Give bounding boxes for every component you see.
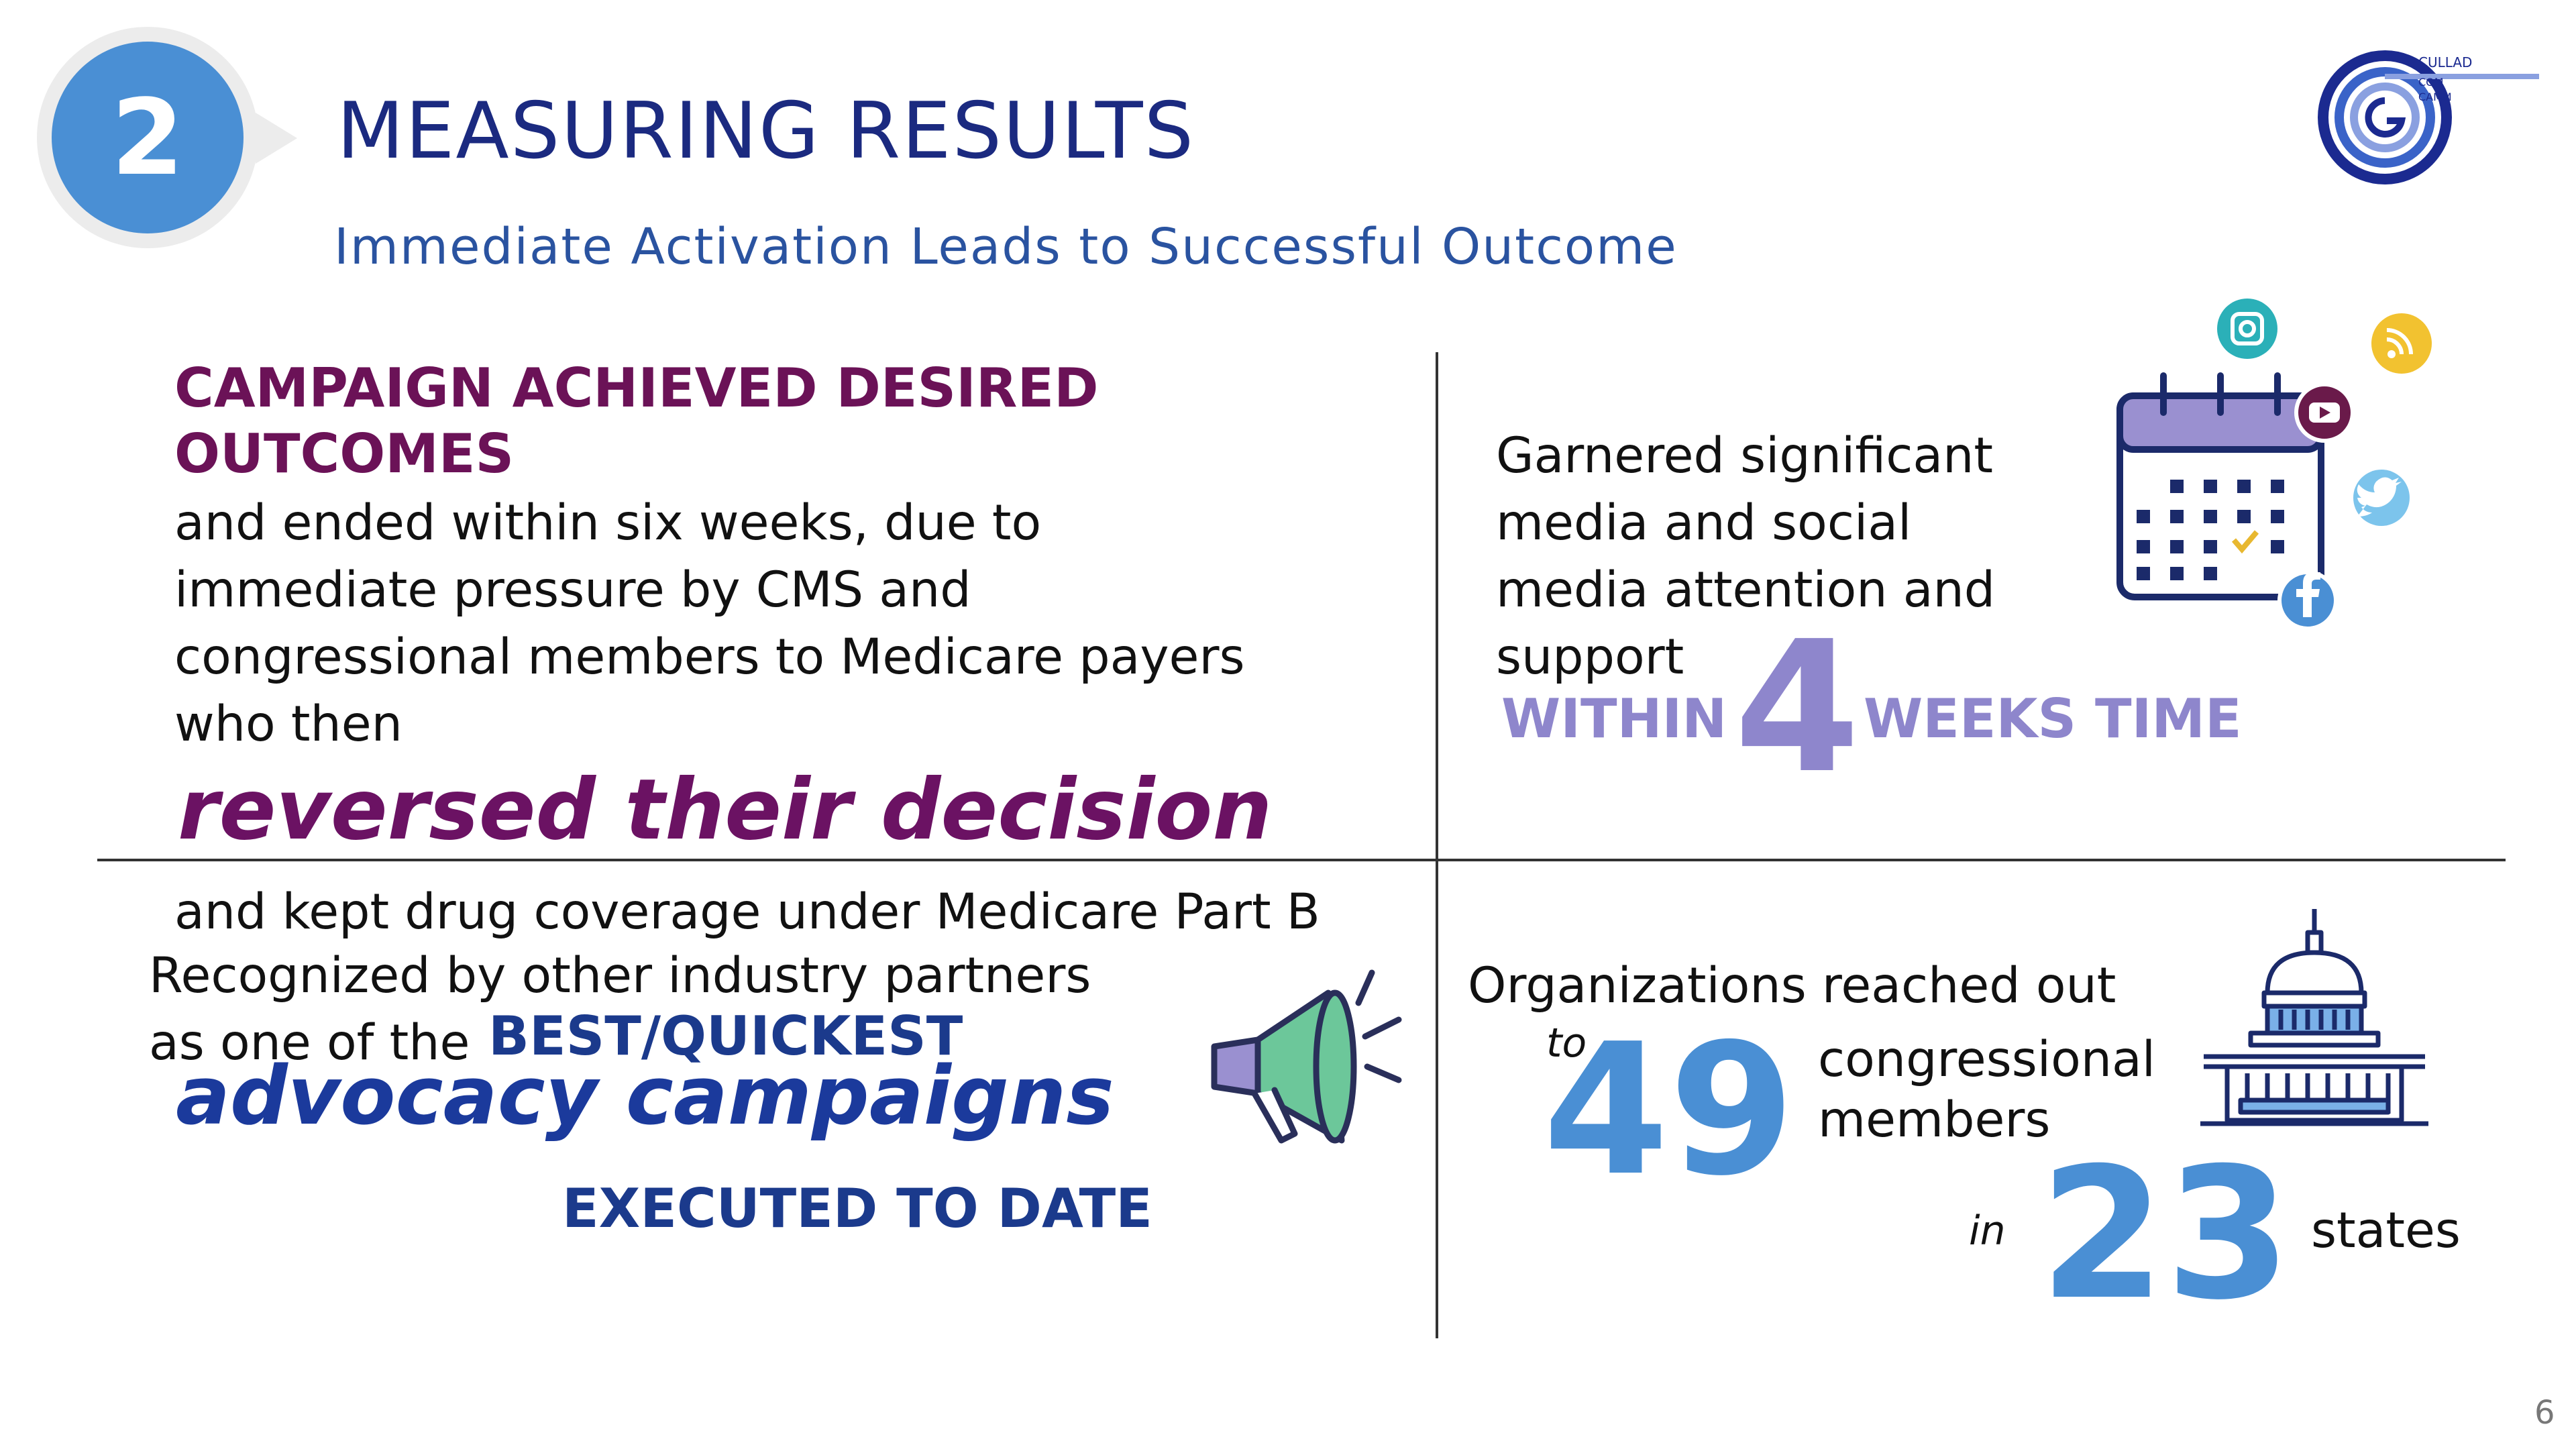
rss-icon [2371, 313, 2432, 374]
weeks-number: 4 [1734, 602, 1860, 813]
megaphone-icon [1211, 969, 1402, 1144]
youtube-icon [2294, 382, 2355, 443]
facebook-icon [2277, 570, 2338, 631]
campaign-body-line-2: immediate pressure by CMS and [174, 561, 971, 619]
campaign-heading-line-1: CAMPAIGN ACHIEVED DESIRED [174, 357, 1099, 419]
media-line-3: media attention and [1496, 561, 1996, 619]
campaign-heading-line-2: OUTCOMES [174, 423, 515, 485]
congressional-line-2: members [1818, 1091, 2051, 1148]
states-count: 23 [2039, 1128, 2292, 1340]
advocacy-campaigns-text: advocacy campaigns [176, 1050, 1114, 1143]
kept-coverage-text: and kept drug coverage under Medicare Pa… [174, 883, 1320, 941]
media-line-1: Garnered significant [1496, 427, 1994, 484]
recognized-text: Recognized by other industry partners [149, 947, 1091, 1004]
states-label: states [2311, 1202, 2461, 1259]
members-count: 49 [1543, 1004, 1795, 1216]
page-subtitle: Immediate Activation Leads to Successful… [334, 218, 1678, 276]
logo-text-3: CAMM [2418, 91, 2452, 103]
twitter-icon [2353, 470, 2410, 526]
campaign-body-line-3: congressional members to Medicare payers [174, 629, 1245, 686]
to-label: to [1546, 1020, 1587, 1067]
weeks-time-label: WEEKS TIME [1864, 688, 2242, 750]
capitol-building-icon [2200, 909, 2428, 1126]
best-quickest-text: BEST/QUICKEST [488, 1005, 963, 1067]
page-number: 6 [2534, 1394, 2555, 1432]
horizontal-divider [97, 859, 2506, 861]
organizations-text: Organizations reached out [1468, 957, 2116, 1014]
instagram-icon [2217, 299, 2277, 359]
campaign-body-line-4: who then [174, 696, 402, 753]
social-calendar-graphic [2116, 299, 2432, 631]
calendar-icon [2116, 372, 2324, 600]
logo-text-2: COM [2418, 76, 2444, 89]
reversed-decision-emphasis: reversed their decision [178, 761, 1273, 859]
within-label: WITHIN [1501, 688, 1727, 750]
logo-mark: CULLAD COM CAMM [2318, 50, 2539, 184]
company-logo: CULLAD COM CAMM [2318, 47, 2539, 188]
campaign-body: and ended within six weeks, due to immed… [174, 490, 1245, 758]
media-attention-text: Garnered significant media and social me… [1496, 423, 1995, 691]
section-number-badge: 2 [37, 27, 297, 248]
page-title: MEASURING RESULTS [337, 86, 1195, 176]
executed-to-date-text: EXECUTED TO DATE [562, 1177, 1152, 1240]
in-label: in [1969, 1208, 2006, 1254]
campaign-heading: CAMPAIGN ACHIEVED DESIRED OUTCOMES [174, 356, 1099, 487]
congressional-line-1: congressional [1818, 1031, 2156, 1088]
vertical-divider [1436, 352, 1438, 1338]
media-line-4: support [1496, 629, 1684, 686]
congressional-members-text: congressional members [1818, 1030, 2155, 1150]
media-line-2: media and social [1496, 494, 1912, 551]
campaign-body-line-1: and ended within six weeks, due to [174, 494, 1042, 551]
as-one-of-text: as one of the [149, 1014, 470, 1071]
section-number: 2 [52, 42, 244, 233]
logo-text-1: CULLAD [2418, 54, 2472, 70]
